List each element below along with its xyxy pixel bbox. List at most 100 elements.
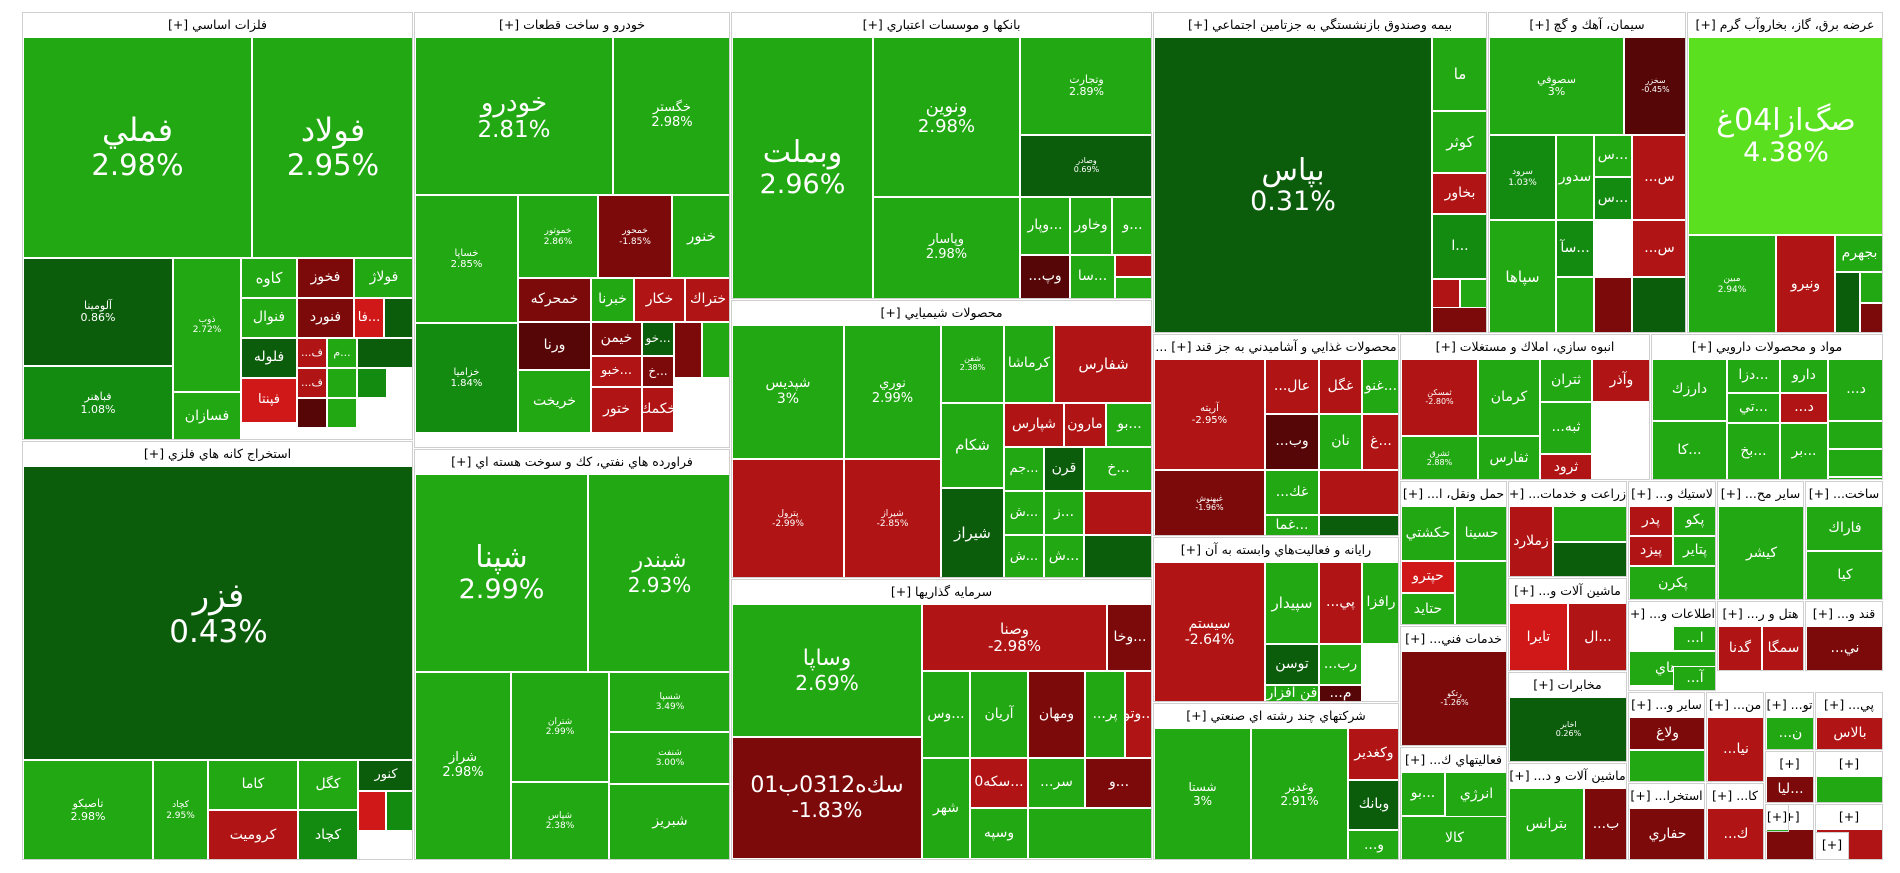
stock-tile[interactable]: بترانس [1509,788,1584,859]
stock-tile[interactable]: فسازان [173,392,241,439]
stock-tile[interactable] [1766,829,1788,831]
stock-tile[interactable]: كچاد 2.95% [153,760,208,859]
stock-tile[interactable]: ...س [1632,135,1685,220]
stock-tile[interactable] [1455,561,1506,624]
stock-tile[interactable]: شهر [922,758,970,859]
stock-tile[interactable]: پكرن [1629,566,1715,599]
stock-tile[interactable]: شتران 2.99% [511,672,609,782]
stock-tile[interactable]: شبندر 2.93% [588,474,729,672]
stock-tile[interactable]: ...د [1828,359,1882,421]
stock-tile[interactable]: ...ن [1766,717,1813,749]
sector-title[interactable]: عرضه برق، گاز، بخاروآب گرم [+] [1688,13,1882,37]
sector-title[interactable]: اطلاعات و... [+] [1629,602,1715,626]
stock-tile[interactable] [1828,477,1882,479]
stock-tile[interactable] [1632,277,1685,332]
stock-tile[interactable]: دزا... [1727,359,1780,393]
sector-title[interactable]: استخراج كانه هاي فلزي [+] [23,442,412,466]
stock-tile[interactable]: فن افزار [1265,685,1319,701]
stock-tile[interactable]: كگل [298,760,358,810]
stock-tile[interactable]: ما [1432,37,1486,111]
stock-tile[interactable]: قرن [1044,447,1084,491]
sector-title[interactable]: تو... [+] [1766,693,1813,717]
stock-tile[interactable]: پيزد [1629,536,1673,566]
stock-tile[interactable]: فخوز [297,258,354,298]
sector-title[interactable]: من... [+] [1707,693,1763,717]
stock-tile[interactable]: رافزا [1362,562,1398,644]
stock-tile[interactable]: ...ف [297,368,327,398]
stock-tile[interactable] [1860,303,1882,332]
stock-tile[interactable]: وخا... [1107,604,1151,671]
stock-tile[interactable]: وبانك [1348,780,1398,830]
stock-tile[interactable] [1835,272,1860,332]
stock-tile[interactable]: ونوين 2.98% [873,37,1020,197]
stock-tile[interactable]: صگ‌ازا04غ 4.38% [1688,37,1882,235]
stock-tile[interactable]: فپنتا [241,378,297,423]
stock-tile[interactable]: ...نيا [1707,717,1763,781]
stock-tile[interactable]: خكمك [642,387,674,433]
sector-title[interactable]: زراعت و خدمات... [+] [1509,482,1626,506]
stock-tile[interactable]: شستا 3% [1154,728,1251,859]
stock-tile[interactable]: كالا [1401,816,1506,859]
stock-tile[interactable]: ...آ [1673,666,1715,690]
stock-tile[interactable]: ...سر [1028,758,1085,808]
stock-tile[interactable]: ...رب [1319,644,1362,685]
stock-tile[interactable]: وس... [922,671,970,758]
stock-tile[interactable]: س... [1594,177,1632,220]
stock-tile[interactable]: شراز 2.98% [415,672,511,859]
stock-tile[interactable]: آريان [970,671,1028,758]
stock-tile[interactable]: خگستر 2.98% [613,37,729,195]
stock-tile[interactable]: وصادر 0.69% [1020,135,1151,197]
stock-tile[interactable]: سخزر -0.45% [1624,37,1685,135]
stock-tile[interactable]: ...پر [1085,671,1125,758]
stock-tile[interactable] [1556,277,1594,332]
stock-tile[interactable] [1553,506,1626,542]
stock-tile[interactable]: تايرا [1509,603,1568,670]
stock-tile[interactable]: غنو... [1362,359,1398,414]
stock-tile[interactable]: ...م [1319,685,1362,701]
stock-tile[interactable]: پكو [1673,506,1715,536]
stock-tile[interactable]: خزاميا 1.84% [415,323,518,433]
sector-title[interactable]: ساير و... [+] [1629,693,1704,717]
stock-tile[interactable]: وخاور [1070,197,1112,255]
stock-tile[interactable]: غگل [1319,359,1362,414]
sector-title[interactable]: فلزات اساسي [+] [23,13,412,37]
stock-tile[interactable] [357,368,387,398]
stock-tile[interactable]: ومهان [1028,671,1085,758]
sector-title[interactable]: بانكها و موسسات اعتباري [+] [732,13,1151,37]
stock-tile[interactable]: فلوله [241,338,297,378]
stock-tile[interactable]: توسن [1265,644,1319,685]
stock-tile[interactable] [1629,750,1704,781]
stock-tile[interactable]: بپاس 0.31% [1154,37,1432,332]
stock-tile[interactable]: خبو... [591,356,642,387]
stock-tile[interactable]: فا... [354,298,384,338]
stock-tile[interactable]: ال... [1568,603,1626,670]
stock-tile[interactable] [1115,277,1151,298]
stock-tile[interactable]: بو... [1106,403,1151,447]
stock-tile[interactable]: حكشتي [1401,506,1455,561]
stock-tile[interactable]: آلومينا 0.86% [23,258,173,366]
sector-title[interactable]: حمل ونقل، ا... [+] [1401,482,1506,506]
stock-tile[interactable]: كنور [358,760,412,791]
stock-tile[interactable]: كاما [208,760,298,810]
stock-tile[interactable] [1084,491,1151,535]
sector-title[interactable]: هتل و ر... [+] [1718,602,1803,626]
stock-tile[interactable]: ش... [1004,491,1044,535]
stock-tile[interactable]: شيراز [941,488,1004,577]
stock-tile[interactable]: س... [1594,135,1632,177]
stock-tile[interactable]: سك‌ه0312ب01 -1.83% [732,737,922,859]
stock-tile[interactable]: حفاري [1629,808,1704,859]
sector-title[interactable]: مواد و محصولات دارويي [+] [1652,335,1882,359]
stock-tile[interactable]: شپارس [1004,403,1064,447]
stock-tile[interactable]: كيا [1806,551,1882,599]
sector-title[interactable]: [+] [1816,752,1882,776]
stock-tile[interactable]: كوثر [1432,111,1486,173]
stock-tile[interactable]: وغدير 2.91% [1251,728,1348,859]
stock-tile[interactable]: سا... [1070,255,1115,298]
stock-tile[interactable]: پتاير [1673,536,1715,566]
sector-title[interactable]: مخابرات [+] [1509,673,1626,697]
stock-tile[interactable]: وبملت 2.96% [732,37,873,298]
stock-tile[interactable]: وپار... [1020,197,1070,255]
stock-tile[interactable]: ...ب [1584,788,1626,859]
stock-tile[interactable]: ش... [1004,535,1044,577]
stock-tile[interactable]: حتايد [1401,593,1455,624]
